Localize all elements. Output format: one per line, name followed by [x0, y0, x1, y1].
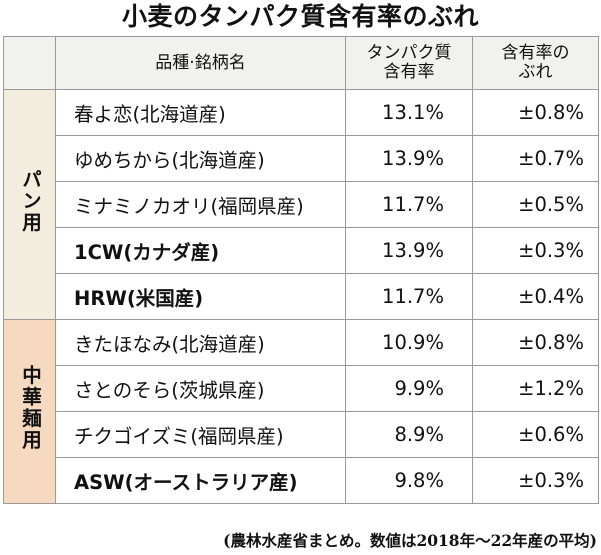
- table-row: HRW(米国産) 11.7% ±0.4%: [4, 273, 599, 320]
- table-row: パン用 春よ恋(北海道産) 13.1% ±0.8%: [3, 89, 599, 320]
- group-label-0: パン用: [3, 89, 56, 320]
- table-row: チクゴイズミ(福岡県産) 8.9% ±0.6%: [4, 411, 599, 458]
- header-corner: [3, 36, 56, 90]
- header-variation-line1: 含有率の: [501, 43, 570, 63]
- group-label-1: 中華麺用: [3, 319, 56, 504]
- variety-name: ゆめちから(北海道産): [55, 135, 346, 182]
- variation-value: ±0.6%: [472, 411, 599, 458]
- variety-name: きたほなみ(北海道産): [55, 319, 346, 366]
- protein-value: 13.1%: [345, 89, 473, 136]
- group-label-text: 中華麺用: [18, 365, 42, 451]
- variation-value: ±0.5%: [472, 181, 599, 228]
- table-row: 中華麺用 きたほなみ(北海道産) 10.9% ±0.8%: [3, 319, 599, 504]
- source-note: (農林水産省まとめ。数値は2018年～22年産の平均): [223, 531, 597, 550]
- header-protein-line1: タンパク質: [366, 43, 452, 63]
- variety-name: 1CW(カナダ産): [55, 227, 346, 274]
- variation-value: ±0.3%: [472, 227, 599, 274]
- table-row: ASW(オーストラリア産) 9.8% ±0.3%: [4, 457, 599, 504]
- group-label-text: パン用: [18, 168, 42, 234]
- variation-value: ±0.8%: [472, 89, 599, 136]
- variety-name: 春よ恋(北海道産): [55, 89, 346, 136]
- header-variation: 含有率の ぶれ: [472, 36, 599, 90]
- variety-name: ミナミノカオリ(福岡県産): [55, 181, 346, 228]
- table-row: 1CW(カナダ産) 13.9% ±0.3%: [4, 227, 599, 274]
- variation-value: ±0.8%: [472, 319, 599, 366]
- header-protein: タンパク質 含有率: [345, 36, 473, 90]
- table-row: ミナミノカオリ(福岡県産) 11.7% ±0.5%: [4, 181, 599, 228]
- header-variation-line2: ぶれ: [518, 62, 553, 82]
- header-protein-line2: 含有率: [383, 62, 435, 82]
- variation-value: ±1.2%: [472, 365, 599, 412]
- protein-value: 13.9%: [345, 227, 473, 274]
- protein-value: 8.9%: [345, 411, 473, 458]
- variation-value: ±0.3%: [472, 457, 599, 504]
- variety-name: さとのそら(茨城県産): [55, 365, 346, 412]
- protein-value: 13.9%: [345, 135, 473, 182]
- header-variety: 品種·銘柄名: [55, 36, 346, 90]
- table-row: さとのそら(茨城県産) 9.9% ±1.2%: [4, 365, 599, 412]
- variation-value: ±0.4%: [472, 273, 599, 320]
- table-body: パン用 春よ恋(北海道産) 13.1% ±0.8% ゆめちから(北海道産) 13.9% ±0…: [3, 89, 599, 504]
- protein-value: 9.9%: [345, 365, 473, 412]
- protein-table: 品種·銘柄名 タンパク質 含有率 含有率の ぶれ パン用 春よ恋(北海道産) 13.…: [3, 36, 599, 504]
- variation-value: ±0.7%: [472, 135, 599, 182]
- table-row: ゆめちから(北海道産) 13.9% ±0.7%: [4, 135, 599, 182]
- protein-value: 11.7%: [345, 181, 473, 228]
- page-title: 小麦のタンパク質含有率のぶれ: [121, 2, 479, 31]
- protein-value: 10.9%: [345, 319, 473, 366]
- protein-value: 11.7%: [345, 273, 473, 320]
- variety-name: HRW(米国産): [55, 273, 346, 320]
- header-row: 品種·銘柄名 タンパク質 含有率 含有率の ぶれ: [3, 36, 599, 90]
- variety-name: チクゴイズミ(福岡県産): [55, 411, 346, 458]
- variety-name: ASW(オーストラリア産): [55, 457, 346, 504]
- protein-value: 9.8%: [345, 457, 473, 504]
